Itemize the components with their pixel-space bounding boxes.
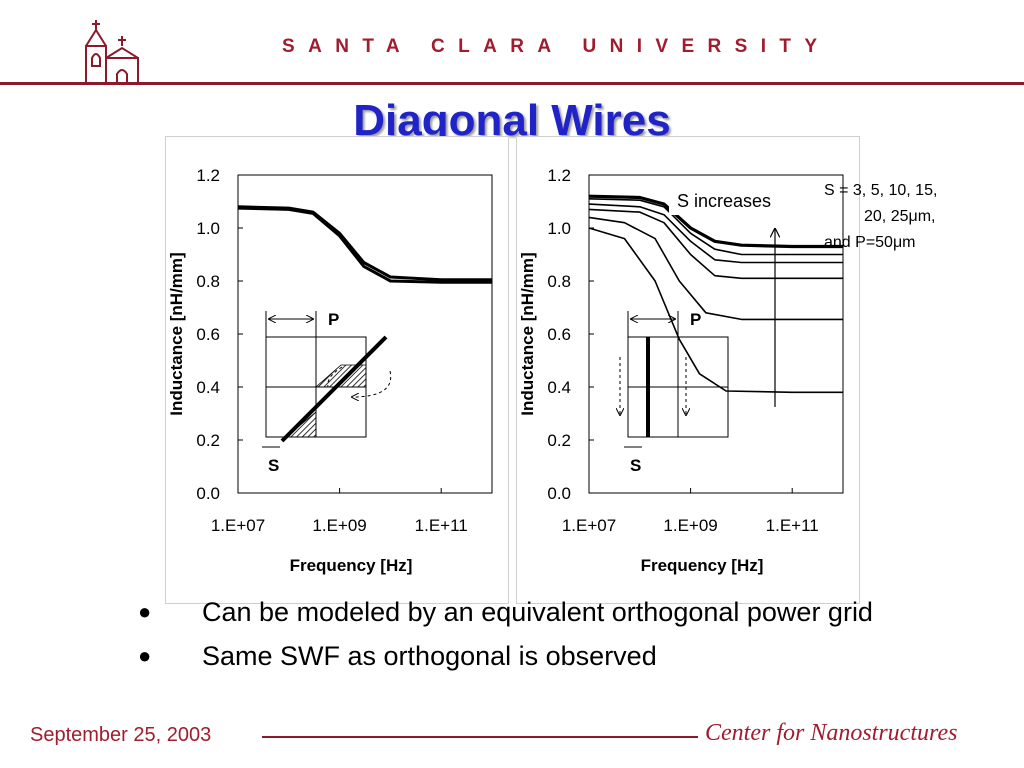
- parameter-note-line3: and P=50μm: [824, 234, 916, 251]
- mapping-arrow: [327, 366, 343, 388]
- footer-center-name: Center for Nanostructures: [705, 720, 958, 746]
- parameter-note-line2: 20, 25μm,: [864, 208, 936, 225]
- plot-frame: [588, 174, 844, 494]
- bullet-text: Same SWF as orthogonal is observed: [202, 641, 657, 671]
- annotation-bg: [669, 185, 799, 215]
- chart-panel-left: 0.0 0.2 0.4 0.6 0.8 1.0 1.2 1.E+07 1.E+09 1.E+11 F…: [165, 136, 509, 604]
- y-tick-label: 0.8: [196, 272, 220, 291]
- inset-label-p: P: [690, 310, 701, 329]
- y-tick-label: 0.0: [547, 484, 571, 503]
- inset-label-s: S: [630, 456, 641, 475]
- inset-label-p: P: [328, 310, 339, 329]
- bullet-text: Can be modeled by an equivalent orthogon…: [202, 597, 873, 627]
- series-line: [588, 208, 843, 280]
- chart-panel-right: 0.0 0.2 0.4 0.6 0.8 1.0 1.2 1.E+07 1.E+09 1.E+11 F…: [516, 136, 860, 604]
- y-tick-label: 1.2: [547, 166, 571, 185]
- series-line: [588, 198, 843, 256]
- bullet-list: ● Can be modeled by an equivalent orthog…: [130, 596, 930, 684]
- y-tick-label: 1.2: [196, 166, 220, 185]
- bullet-item: ● Same SWF as orthogonal is observed: [130, 640, 930, 672]
- university-name: SANTA CLARA UNIVERSITY: [282, 36, 831, 57]
- x-tick-label: 1.E+11: [766, 516, 819, 535]
- chart-right: 0.0 0.2 0.4 0.6 0.8 1.0 1.2 1.E+07 1.E+09 1.E+11 F…: [518, 166, 844, 575]
- y-tick-label: 1.0: [196, 219, 220, 238]
- chart-left: 0.0 0.2 0.4 0.6 0.8 1.0 1.2 1.E+07 1.E+09 1.E+11 F…: [167, 166, 493, 575]
- parameter-note-line1: S = 3, 5, 10, 15,: [824, 182, 938, 199]
- x-axis-label: Frequency [Hz]: [641, 556, 764, 575]
- series-line: [588, 203, 843, 264]
- y-tick-label: 0.8: [547, 272, 571, 291]
- series-line: [237, 206, 492, 284]
- x-tick-label: 1.E+07: [562, 516, 616, 535]
- y-tick-label: 0.2: [547, 431, 571, 450]
- slide-title: Diagonal Wires: [353, 96, 671, 145]
- series-line: [588, 216, 843, 321]
- bullet-dot-icon: ●: [138, 643, 152, 668]
- y-tick-label: 0.2: [196, 431, 220, 450]
- x-axis-label: Frequency [Hz]: [290, 556, 413, 575]
- y-tick-label: 0.6: [196, 325, 220, 344]
- bullet-item: ● Can be modeled by an equivalent orthog…: [130, 596, 930, 628]
- y-tick-label: 0.4: [196, 378, 220, 397]
- x-tick-label: 1.E+07: [211, 516, 265, 535]
- plot-frame: [237, 174, 493, 494]
- x-tick-label: 1.E+11: [415, 516, 468, 535]
- bullet-dot-icon: ●: [138, 599, 152, 624]
- footer-rule: [262, 736, 698, 738]
- series-line: [588, 194, 843, 249]
- y-axis-label: Inductance [nH/mm]: [167, 252, 186, 415]
- diagonal-wire: [280, 335, 388, 443]
- y-tick-label: 0.6: [547, 325, 571, 344]
- series-line: [588, 227, 843, 394]
- mission-logo-icon: [78, 20, 156, 85]
- x-tick-label: 1.E+09: [663, 516, 717, 535]
- annotation-s-increases: S increases: [677, 191, 771, 211]
- header-rule: [0, 82, 1024, 85]
- y-tick-label: 0.0: [196, 484, 220, 503]
- y-tick-label: 0.4: [547, 378, 571, 397]
- inset-label-s: S: [268, 456, 279, 475]
- y-tick-label: 1.0: [547, 219, 571, 238]
- x-tick-label: 1.E+09: [312, 516, 366, 535]
- y-axis-label: Inductance [nH/mm]: [518, 252, 537, 415]
- parameter-note: S = 3, 5, 10, 15, 20, 25μm, and P=50μm: [824, 178, 937, 256]
- footer-date: September 25, 2003: [30, 724, 212, 746]
